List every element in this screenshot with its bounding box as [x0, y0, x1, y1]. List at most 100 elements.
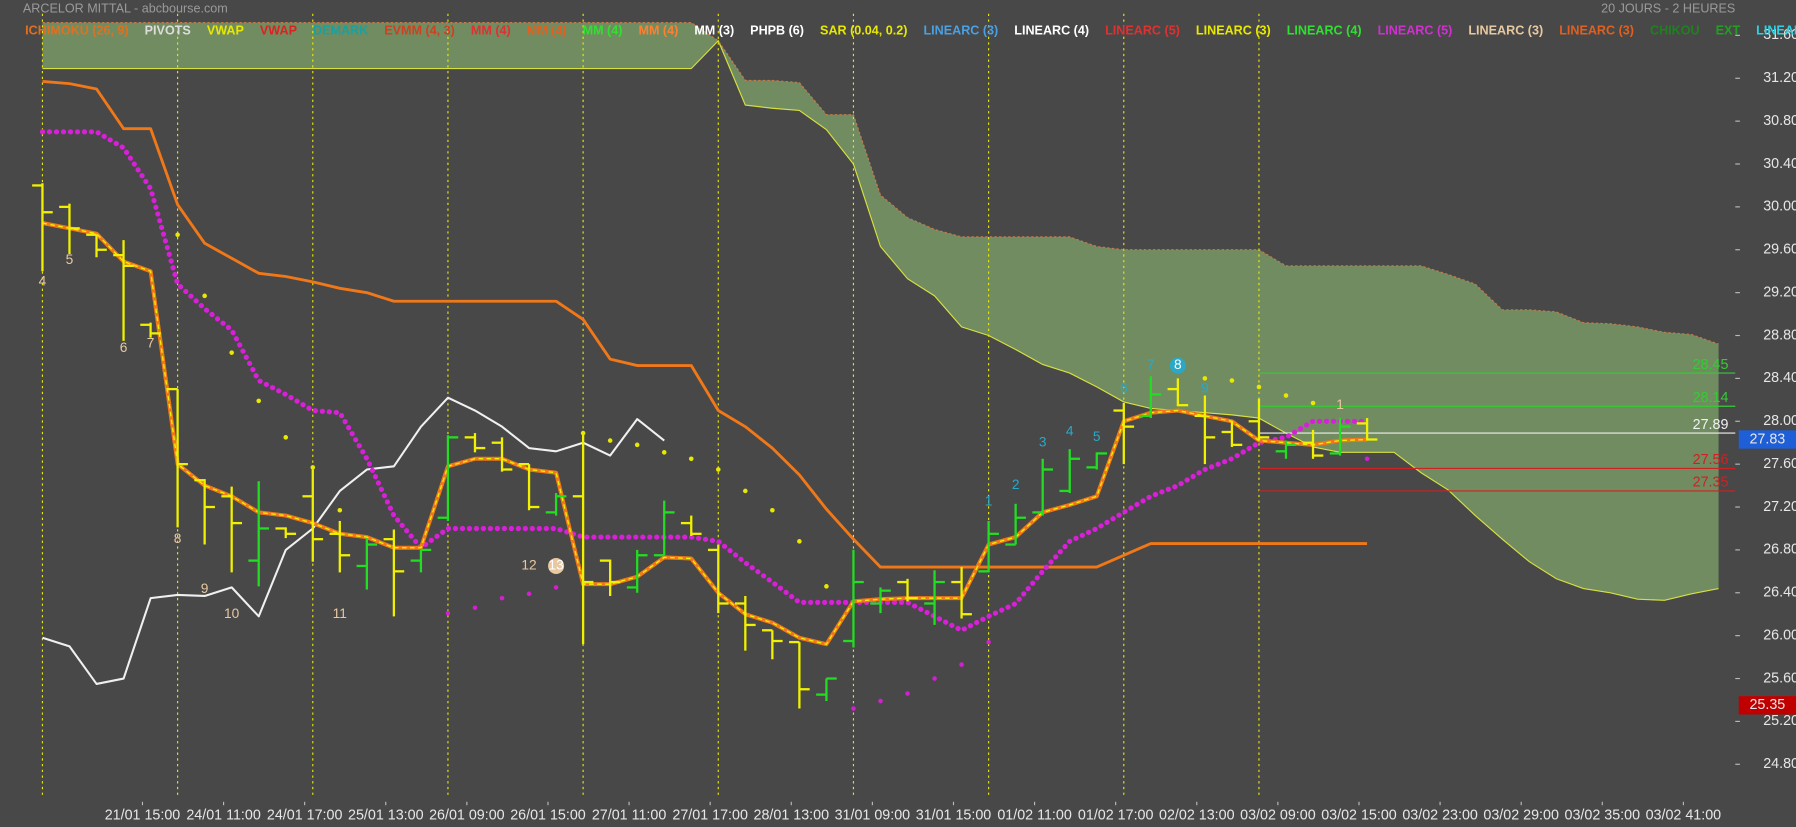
x-tick-label: 03/02 29:00: [1483, 807, 1559, 823]
legend-entry: PHPB (6): [750, 23, 804, 37]
y-tick-label: 28.40: [1763, 370, 1796, 386]
sar-dot: [256, 398, 262, 404]
legend-entry: LINEARC (2): [1756, 23, 1796, 37]
legend-entry: EXT: [1716, 23, 1741, 37]
legend-entry: EVMM (4, 3): [384, 23, 455, 37]
x-tick-label: 31/01 09:00: [835, 807, 911, 823]
y-tick-label: 27.20: [1763, 499, 1796, 515]
y-tick-label: 30.80: [1763, 113, 1796, 129]
level-label: 28.14: [1693, 390, 1729, 406]
x-tick-label: 03/02 09:00: [1240, 807, 1316, 823]
sar-dot: [607, 438, 613, 443]
y-tick-label: 30.40: [1763, 156, 1796, 172]
legend-entry: VWAP: [207, 23, 244, 37]
sar-dot: [824, 584, 829, 589]
indicator-line-dash: [42, 222, 1368, 645]
x-tick-label: 03/02 35:00: [1565, 807, 1641, 823]
x-tick-label: 03/02 41:00: [1646, 807, 1722, 823]
sar-dot: [905, 691, 910, 696]
cloud-layer: [42, 21, 1719, 601]
y-tick-label: 29.60: [1763, 242, 1796, 258]
sar-dot: [445, 610, 451, 616]
sar-dot: [202, 293, 207, 299]
wave-count-label: 8: [1174, 357, 1182, 372]
wave-count-label: 13: [548, 558, 564, 573]
sar-dot: [526, 591, 532, 597]
chart-subtitle: 20 JOURS - 2 HEURES: [1601, 1, 1735, 15]
indicator-line: [42, 396, 665, 685]
sar-dot: [932, 676, 937, 681]
legend-entry: SAR (0.04, 0.2): [820, 23, 907, 37]
x-tick-label: 31/01 15:00: [916, 807, 992, 823]
sar-dot: [634, 442, 640, 448]
sar-dot: [229, 350, 234, 355]
wave-count-label: 11: [333, 606, 347, 621]
legend-entry: LINEARC (3): [923, 23, 998, 37]
legend-entry: LINEARC (3): [1468, 23, 1543, 37]
y-tick-label: 29.20: [1763, 284, 1796, 300]
wave-count-label: 6: [120, 340, 128, 355]
x-tick-label: 24/01 11:00: [186, 807, 261, 823]
axis-layer: 31.60 31.20 30.80 30.40 30.00 29.60 29.20 28.80…: [105, 27, 1796, 823]
wave-count-label: 2: [1012, 477, 1020, 492]
y-tick-label: 25.20: [1763, 713, 1796, 729]
x-tick-label: 26/01 09:00: [429, 807, 505, 823]
level-label: 27.56: [1693, 452, 1729, 468]
legend-entry: LINEARC (3): [1196, 23, 1271, 37]
legend: ICHIMOKU (26, 9) PIVOTS VWAP VWAP DEMARK EVMM…: [25, 23, 1796, 37]
price-marker-box: [1738, 430, 1796, 449]
legend-entry: MM (4): [527, 23, 567, 37]
sar-dot: [715, 467, 721, 472]
x-tick-label: 21/01 15:00: [105, 807, 181, 823]
legend-entry: LINEARC (5): [1105, 23, 1180, 37]
wave-count-label: 4: [1066, 424, 1074, 439]
sar-dot: [1229, 378, 1235, 383]
legend-entry: MM (4): [638, 23, 678, 37]
y-tick-label: 30.00: [1763, 199, 1796, 215]
annotation-circle: [548, 557, 565, 574]
annotation-circle: [1169, 357, 1186, 374]
price-marker-label: 25.35: [1749, 697, 1785, 713]
sar-dot: [1310, 400, 1316, 406]
legend-entry: MM (4): [583, 23, 623, 37]
x-tick-label: 03/02 23:00: [1402, 807, 1478, 823]
sar-dot: [175, 232, 180, 238]
x-tick-label: 02/02 13:00: [1159, 807, 1235, 823]
wave-count-label: 6: [1120, 381, 1128, 396]
sar-dot: [797, 539, 802, 544]
x-tick-label: 27/01 11:00: [592, 807, 667, 823]
legend-entry: LINEARC (3): [1559, 23, 1634, 37]
wave-count-label: 10: [224, 606, 240, 621]
wave-count-label: 7: [1147, 357, 1155, 372]
sar-dot: [1202, 376, 1208, 381]
x-tick-label: 03/02 15:00: [1321, 807, 1397, 823]
y-tick-label: 25.60: [1763, 670, 1796, 686]
level-label: 27.89: [1693, 417, 1729, 433]
sar-dot: [770, 507, 775, 513]
sar-dot: [1283, 393, 1289, 398]
wave-count-label: 9: [201, 581, 209, 596]
wave-count-label: 7: [147, 336, 155, 351]
wave-count-label: 1: [1336, 397, 1344, 412]
x-tick-label: 28/01 13:00: [754, 807, 830, 823]
sar-dot: [661, 450, 667, 455]
x-tick-label: 24/01 17:00: [267, 807, 343, 823]
y-tick-label: 26.00: [1763, 627, 1796, 643]
sar-dot: [851, 706, 856, 711]
sar-dot: [878, 698, 883, 704]
sar-dot: [688, 456, 694, 462]
legend-entry: LINEARC (4): [1287, 23, 1362, 37]
y-tick-label: 26.40: [1763, 585, 1796, 601]
legend-entry: DEMARK: [313, 23, 368, 37]
y-tick-label: 26.80: [1763, 542, 1796, 558]
wave-count-label: 8: [174, 531, 182, 546]
sar-dot: [743, 488, 748, 494]
x-tick-label: 26/01 15:00: [510, 807, 586, 823]
legend-entry: ICHIMOKU (26, 9): [25, 23, 128, 37]
indicator-line: [42, 80, 1368, 569]
legend-entry: MM (3): [694, 23, 734, 37]
y-tick-label: 31.60: [1763, 27, 1796, 43]
